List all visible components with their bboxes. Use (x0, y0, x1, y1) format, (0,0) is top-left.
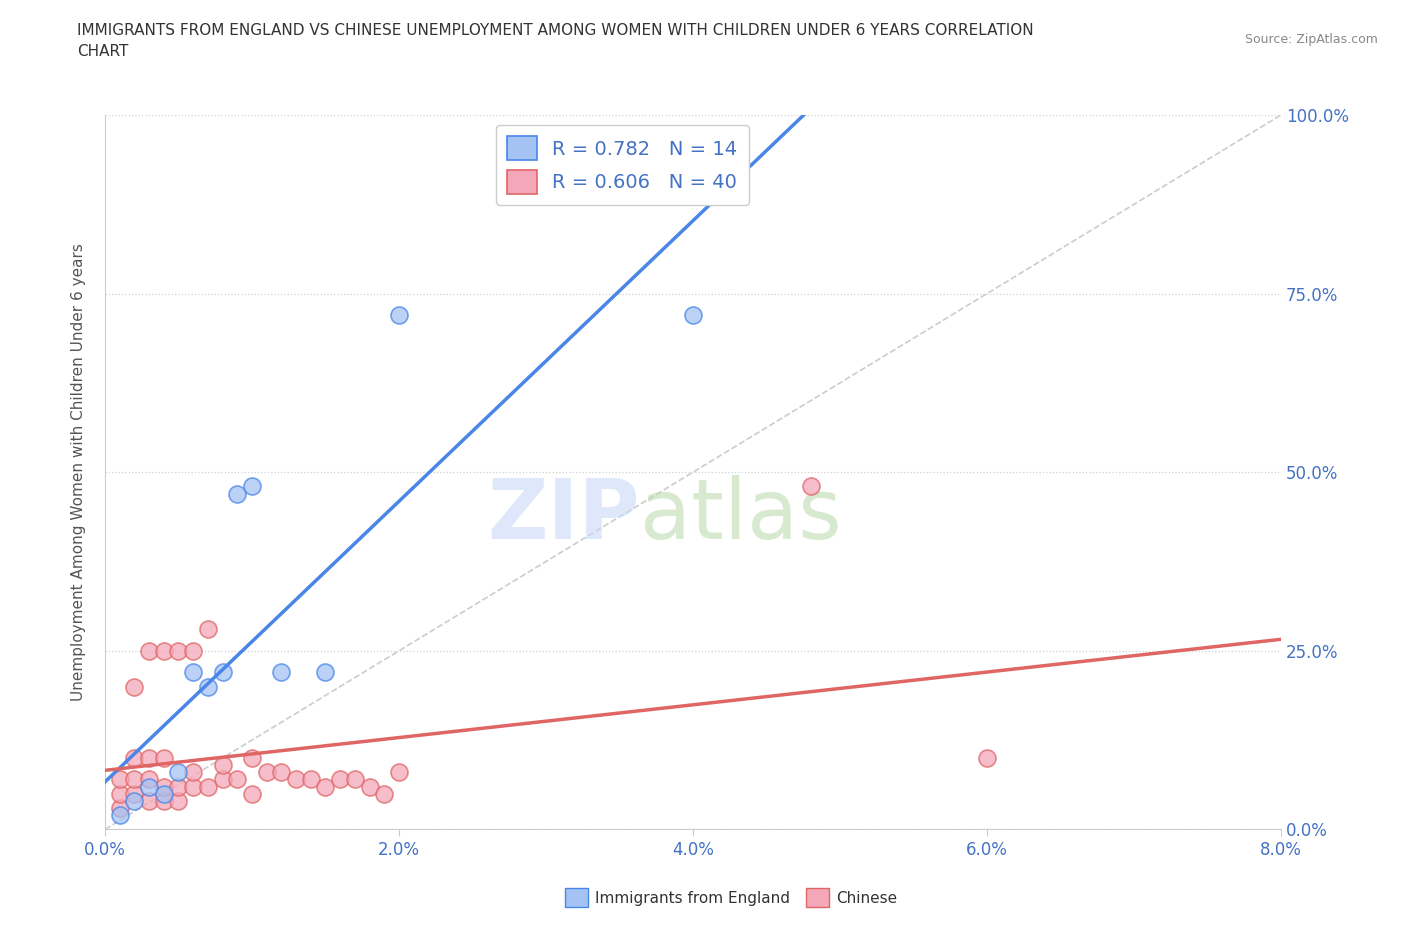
Point (329, 772, 352, 787)
Point (226, 486, 249, 501)
Text: IMMIGRANTS FROM ENGLAND VS CHINESE UNEMPLOYMENT AMONG WOMEN WITH CHILDREN UNDER : IMMIGRANTS FROM ENGLAND VS CHINESE UNEMP… (77, 23, 1033, 60)
Point (197, 779, 219, 794)
Point (373, 786, 395, 801)
Point (270, 764, 292, 779)
Point (285, 772, 308, 787)
Point (152, 793, 174, 808)
Point (152, 644, 174, 658)
Point (211, 772, 233, 787)
Point (167, 793, 190, 808)
Point (138, 793, 160, 808)
Point (270, 665, 292, 680)
Point (240, 751, 263, 765)
Point (181, 779, 204, 794)
Point (138, 751, 160, 765)
Point (343, 772, 366, 787)
Point (138, 779, 160, 794)
Text: atlas: atlas (640, 474, 842, 555)
Point (197, 622, 219, 637)
Point (138, 644, 160, 658)
Point (299, 772, 322, 787)
Point (181, 665, 204, 680)
Legend: Immigrants from England, Chinese: Immigrants from England, Chinese (558, 883, 904, 913)
Point (167, 764, 190, 779)
Point (226, 772, 249, 787)
Point (138, 772, 160, 787)
Point (976, 751, 998, 765)
Point (388, 764, 411, 779)
Point (124, 679, 146, 694)
Point (211, 665, 233, 680)
Point (388, 308, 411, 323)
Point (124, 786, 146, 801)
Point (682, 308, 704, 323)
Point (211, 758, 233, 773)
Y-axis label: Unemployment Among Women with Children Under 6 years: Unemployment Among Women with Children U… (72, 244, 86, 701)
Point (800, 479, 823, 494)
Point (108, 772, 131, 787)
Point (256, 764, 278, 779)
Point (359, 779, 381, 794)
Point (124, 751, 146, 765)
Legend: R = 0.782   N = 14, R = 0.606   N = 40: R = 0.782 N = 14, R = 0.606 N = 40 (496, 125, 749, 206)
Point (314, 665, 336, 680)
Point (181, 644, 204, 658)
Point (152, 751, 174, 765)
Point (124, 793, 146, 808)
Point (167, 779, 190, 794)
Point (108, 786, 131, 801)
Point (240, 786, 263, 801)
Point (108, 807, 131, 822)
Point (197, 679, 219, 694)
Point (181, 764, 204, 779)
Point (152, 779, 174, 794)
Text: ZIP: ZIP (488, 474, 640, 555)
Point (240, 479, 263, 494)
Point (108, 801, 131, 816)
Point (314, 779, 336, 794)
Text: Source: ZipAtlas.com: Source: ZipAtlas.com (1244, 33, 1378, 46)
Point (152, 786, 174, 801)
Point (124, 772, 146, 787)
Point (167, 644, 190, 658)
